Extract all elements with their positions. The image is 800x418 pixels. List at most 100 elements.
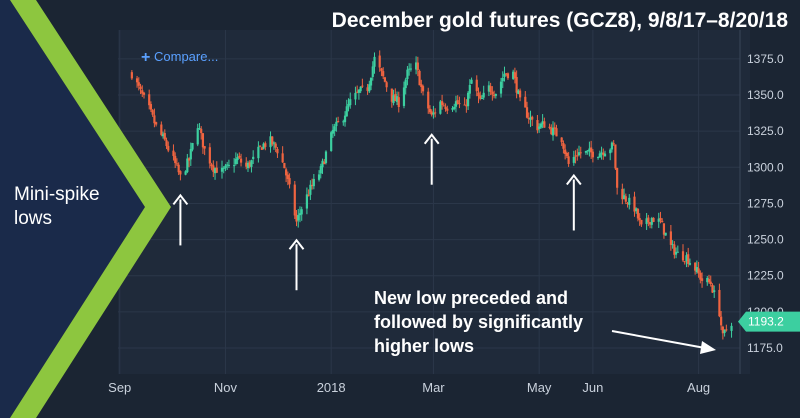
candle-body [382, 71, 385, 77]
up-arrow-head [172, 193, 189, 206]
candle-body [357, 89, 361, 93]
candle-body [167, 145, 170, 151]
candle-body [527, 118, 530, 120]
candle-body [139, 86, 142, 89]
y-tick-label: 1375.0 [747, 52, 784, 66]
y-tick-label: 1175.0 [747, 341, 783, 355]
candle-body [416, 62, 419, 71]
candle-body [480, 98, 484, 100]
candle-body [259, 145, 262, 147]
x-axis: Sep Nov 2018 Mar May Jun Aug [108, 380, 710, 395]
candle-body [428, 108, 432, 113]
candle-body [463, 104, 466, 106]
candle-body [515, 77, 518, 93]
candle-body [652, 217, 655, 222]
compare-label[interactable]: Compare... [154, 49, 218, 64]
candle-body [470, 79, 473, 84]
candle-body [236, 157, 239, 161]
candle-body [163, 133, 166, 140]
candle-body [137, 82, 140, 86]
side-panel [0, 0, 145, 418]
candle-body [673, 244, 676, 255]
candle-body [175, 163, 179, 165]
candle-body [529, 117, 532, 120]
candle-body [662, 223, 666, 235]
candle-body [628, 197, 631, 205]
candle-body [626, 203, 629, 205]
candle-body [695, 267, 698, 272]
candle-body [349, 99, 352, 106]
candle-body [524, 96, 527, 108]
candle-body [354, 92, 357, 100]
x-axis-band [118, 374, 800, 418]
candle-body [683, 261, 686, 263]
candle-body [697, 268, 700, 274]
candle-body [239, 158, 243, 163]
candle-body [706, 277, 709, 283]
candle-body [591, 151, 594, 158]
candle-body [638, 218, 641, 221]
grid-lines [118, 30, 740, 374]
candle-body [584, 150, 588, 153]
candle-body [130, 72, 133, 79]
candle-body [564, 149, 567, 154]
x-tick-label: 2018 [317, 380, 346, 395]
candle-body [272, 142, 276, 144]
candle-body [276, 148, 279, 154]
candle-body [694, 262, 697, 271]
candle-body [598, 153, 601, 158]
candle-body [565, 152, 568, 157]
candle-body [539, 123, 542, 128]
candle-body [286, 174, 289, 179]
candle-body [215, 167, 218, 173]
candles [130, 50, 733, 340]
candle-body [342, 121, 345, 123]
candle-body [252, 156, 255, 160]
candle-body [482, 92, 485, 98]
candle-body [257, 146, 260, 159]
candle-body [489, 86, 492, 92]
annotation-pointer-head [700, 341, 716, 354]
candle-body [191, 142, 194, 150]
candle-body [543, 121, 546, 128]
candle-body [323, 161, 326, 165]
annotation-pointer-line [611, 330, 706, 349]
candle-body [248, 162, 251, 167]
sidebar-label-line1: Mini-spike [14, 184, 100, 205]
candle-body [439, 101, 442, 114]
candle-body [454, 101, 458, 107]
candle-body [226, 164, 229, 166]
candle-body [161, 134, 165, 137]
candle-body [499, 81, 503, 94]
candle-body [612, 143, 615, 145]
plus-icon[interactable]: + [141, 49, 150, 66]
annotation-arrows [172, 133, 582, 291]
candle-body [288, 178, 291, 185]
candle-body [311, 184, 314, 186]
candle-body [317, 174, 321, 180]
annotation-line1: New low preceded and [374, 288, 568, 308]
candle-body [518, 90, 522, 98]
candle-body [172, 150, 175, 156]
candle-body [224, 165, 227, 169]
candle-body [186, 158, 189, 173]
y-tick-label: 1350.0 [747, 88, 784, 102]
candle-body [135, 78, 139, 83]
candle-body [685, 255, 688, 261]
candle-body [200, 128, 203, 134]
candle-body [475, 79, 478, 92]
candle-body [383, 77, 387, 82]
candle-body [610, 142, 614, 150]
candle-body [579, 152, 582, 154]
candle-body [609, 149, 612, 154]
candle-body [245, 162, 248, 167]
last-price-label: 1193.2 [748, 315, 784, 329]
candle-body [418, 70, 421, 86]
compare-button[interactable]: + Compare... [141, 49, 218, 66]
candle-body [525, 107, 529, 118]
candle-body [442, 105, 445, 107]
candle-body [657, 218, 660, 222]
candle-body [513, 72, 516, 78]
up-arrow-head [288, 238, 305, 250]
